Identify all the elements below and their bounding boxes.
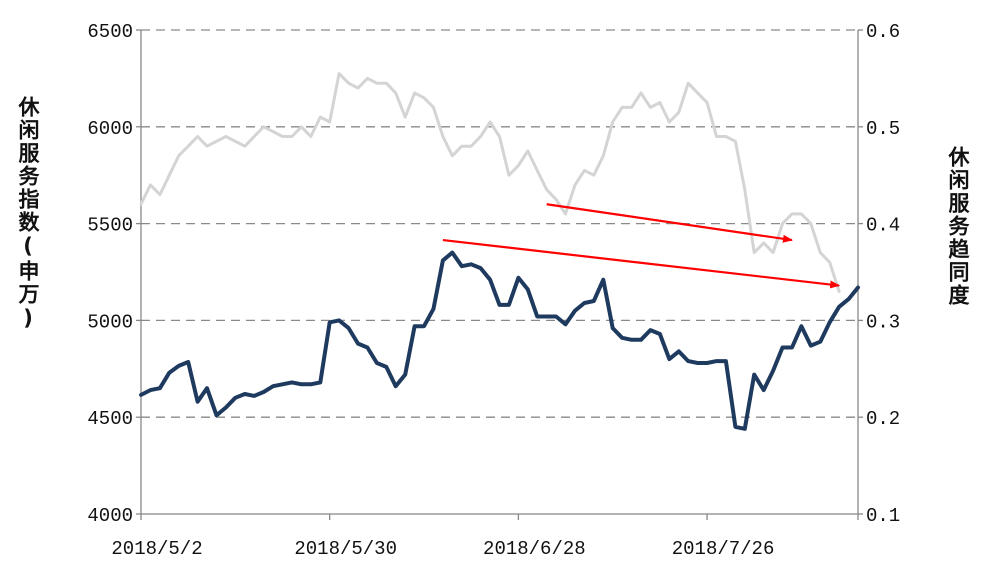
- series-lines: [139, 72, 860, 431]
- y-left-tick-label: 5000: [87, 311, 133, 333]
- x-tick-label: 2018/6/28: [483, 538, 586, 560]
- x-tick-label: 2018/5/30: [294, 538, 397, 560]
- y-right-tick-label: 0.3: [866, 311, 900, 333]
- y-right-tick-label: 0.2: [866, 408, 900, 430]
- axes: [136, 29, 863, 520]
- series-line-right: [139, 72, 841, 293]
- annotations: [442, 203, 841, 289]
- y-left-tick-label: 4500: [87, 408, 133, 430]
- y-right-tick-label: 0.5: [866, 118, 900, 140]
- y-left-tick-label: 5500: [87, 215, 133, 237]
- y-left-tick-label: 6500: [87, 21, 133, 43]
- x-tick-label: 2018/7/26: [672, 538, 775, 560]
- y-left-tick-label: 4000: [87, 505, 133, 527]
- y-left-tick-label: 6000: [87, 118, 133, 140]
- y-right-axis-label: 休闲服务趋同度: [946, 146, 970, 307]
- x-tick-label: 2018/5/2: [111, 538, 202, 560]
- tick-labels: 6500 6000 5500 5000 4500 4000 0.6 0.5 0.4 0.3 0.2 0…: [87, 21, 900, 560]
- trend-arrow-1: [546, 203, 793, 243]
- y-left-axis-label: 休闲服务指数(申万): [16, 96, 40, 332]
- y-right-tick-label: 0.6: [866, 21, 900, 43]
- series-line-left: [139, 250, 860, 431]
- y-right-tick-label: 0.4: [866, 215, 900, 237]
- trend-arrow-2: [442, 238, 841, 289]
- y-right-tick-label: 0.1: [866, 505, 900, 527]
